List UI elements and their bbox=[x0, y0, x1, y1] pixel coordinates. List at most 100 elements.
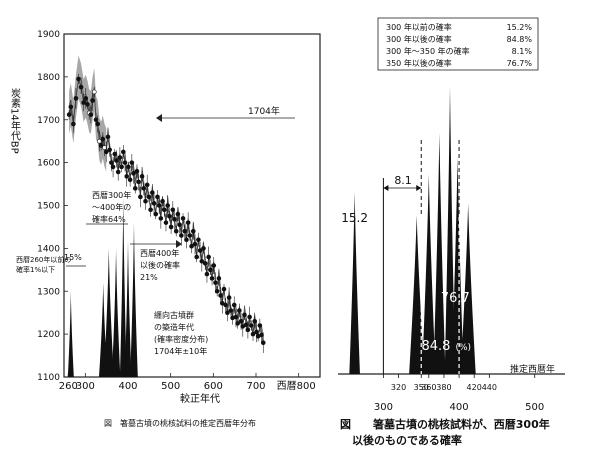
annot-300-400-line1: 西暦300年 bbox=[92, 190, 131, 200]
calibration-point bbox=[204, 271, 210, 277]
calibration-point bbox=[144, 182, 150, 188]
calibration-point bbox=[259, 332, 264, 338]
calibration-point bbox=[243, 322, 249, 327]
left-distribution-peak bbox=[103, 248, 114, 377]
left-xtick-label: 260 bbox=[59, 381, 78, 392]
calibration-point bbox=[184, 237, 189, 243]
calibration-point bbox=[95, 121, 101, 127]
prob-row-value: 84.8% bbox=[507, 35, 533, 44]
calibration-point bbox=[93, 117, 99, 123]
calibration-point bbox=[150, 190, 155, 195]
calibration-point bbox=[100, 136, 106, 142]
calibration-point bbox=[238, 318, 244, 324]
right-xlabel: 推定西暦年 bbox=[510, 363, 555, 375]
calibration-point bbox=[245, 327, 251, 333]
calibration-point bbox=[250, 331, 256, 337]
calibration-point bbox=[131, 171, 136, 176]
calibration-point bbox=[134, 168, 140, 174]
annot-makimuku-line2: の築造年代 bbox=[154, 322, 194, 332]
calibration-point bbox=[165, 203, 170, 208]
annot-300-400-line3: 確率64% bbox=[92, 214, 126, 224]
ref-label-1704: 1704年 bbox=[248, 105, 280, 117]
left-ytick-label: 1300 bbox=[37, 287, 60, 297]
calibration-point bbox=[242, 312, 247, 318]
left-ytick-label: 1100 bbox=[37, 373, 60, 383]
calibration-point bbox=[226, 295, 232, 300]
right-xtick-label: 420 bbox=[467, 383, 482, 392]
ref-arrow-1704 bbox=[156, 114, 162, 122]
right-xtick-label: 440 bbox=[482, 383, 497, 392]
annot-260-line2: 確率1%以下 bbox=[16, 265, 55, 274]
calibration-point bbox=[105, 134, 111, 140]
right-distribution-peak bbox=[409, 215, 425, 374]
probability-table bbox=[377, 17, 539, 71]
calibration-point bbox=[173, 228, 179, 234]
calibration-point bbox=[201, 246, 206, 251]
calibration-point bbox=[83, 96, 89, 101]
left-distribution-peak bbox=[130, 222, 138, 377]
calibration-point bbox=[163, 220, 169, 225]
annot-makimuku-line1: 纒向古墳群 bbox=[154, 310, 194, 320]
calibration-point bbox=[141, 186, 147, 191]
calibration-point bbox=[90, 98, 95, 103]
left-xtick-label: 600 bbox=[204, 381, 223, 392]
right-xtick-label: 500 bbox=[525, 402, 544, 413]
calibration-point bbox=[76, 76, 81, 82]
calibration-point bbox=[231, 302, 237, 308]
right-distribution-peak bbox=[421, 174, 436, 374]
left-ytick-label: 1500 bbox=[37, 202, 60, 212]
calibration-point bbox=[117, 155, 123, 160]
calibration-point bbox=[122, 160, 128, 165]
annot-15pct: 15% bbox=[64, 253, 82, 262]
right-chart-marks: 300 年以前の確率 15.2% 300 年以後の確率 84.8% 300 年～350 … bbox=[341, 22, 544, 413]
calibration-point bbox=[194, 254, 199, 260]
calibration-point bbox=[91, 89, 97, 95]
left-xtick-label: 西暦800 bbox=[277, 380, 316, 392]
right-xtick-label: 300 bbox=[374, 402, 393, 413]
calibration-point bbox=[126, 164, 131, 170]
calibration-point bbox=[85, 102, 90, 107]
right-caption-line2: 以後のものである確率 bbox=[352, 433, 462, 447]
region-label-15-2: 15.2 bbox=[341, 211, 368, 225]
calibration-point bbox=[155, 194, 160, 200]
prob-row-label: 300 年～350 年の確率 bbox=[386, 46, 470, 56]
calibration-point bbox=[102, 145, 107, 150]
calibration-point bbox=[160, 198, 165, 204]
left-distribution-peak bbox=[124, 239, 132, 377]
calibration-point bbox=[208, 267, 213, 273]
calibration-point bbox=[88, 112, 94, 117]
calibration-point bbox=[167, 213, 172, 219]
right-xtick-label: 350 bbox=[414, 383, 429, 392]
prob-row-label: 300 年以後の確率 bbox=[386, 34, 452, 44]
calibration-point bbox=[148, 207, 153, 213]
calibration-point bbox=[170, 207, 176, 213]
left-distribution-peak bbox=[111, 248, 121, 377]
calibration-point bbox=[153, 211, 159, 217]
left-xlabel: 較正年代 bbox=[180, 392, 220, 405]
right-distribution-peak bbox=[349, 191, 360, 374]
right-xtick-label: 320 bbox=[391, 383, 406, 392]
calibration-point bbox=[109, 160, 114, 165]
prob-row-label: 300 年以前の確率 bbox=[386, 22, 452, 32]
left-ytick-label: 1600 bbox=[37, 159, 60, 169]
calibration-point bbox=[228, 308, 234, 313]
calibration-point bbox=[114, 158, 119, 163]
prob-row-label: 350 年以後の確率 bbox=[386, 58, 452, 68]
prob-row-value: 76.7% bbox=[507, 59, 533, 68]
region-label-84-8: 84.8 bbox=[421, 339, 450, 354]
right-xtick-label: 380 bbox=[436, 383, 451, 392]
calibration-point bbox=[172, 216, 177, 222]
calibration-point bbox=[177, 222, 182, 228]
calibration-point bbox=[192, 241, 198, 247]
calibration-point bbox=[249, 323, 254, 328]
calibration-point bbox=[121, 149, 126, 155]
region-label-76-7: 76.7 bbox=[441, 291, 470, 306]
calibration-point bbox=[252, 318, 258, 324]
calibration-point bbox=[223, 302, 229, 308]
left-xtick-label: 700 bbox=[246, 381, 265, 392]
annot-300-400-line2: ～400年の bbox=[92, 202, 131, 212]
calibration-point bbox=[161, 207, 167, 213]
left-ytick-label: 1200 bbox=[37, 330, 60, 340]
arrow-annotation-head-left bbox=[383, 185, 389, 191]
calibration-point bbox=[216, 276, 222, 281]
